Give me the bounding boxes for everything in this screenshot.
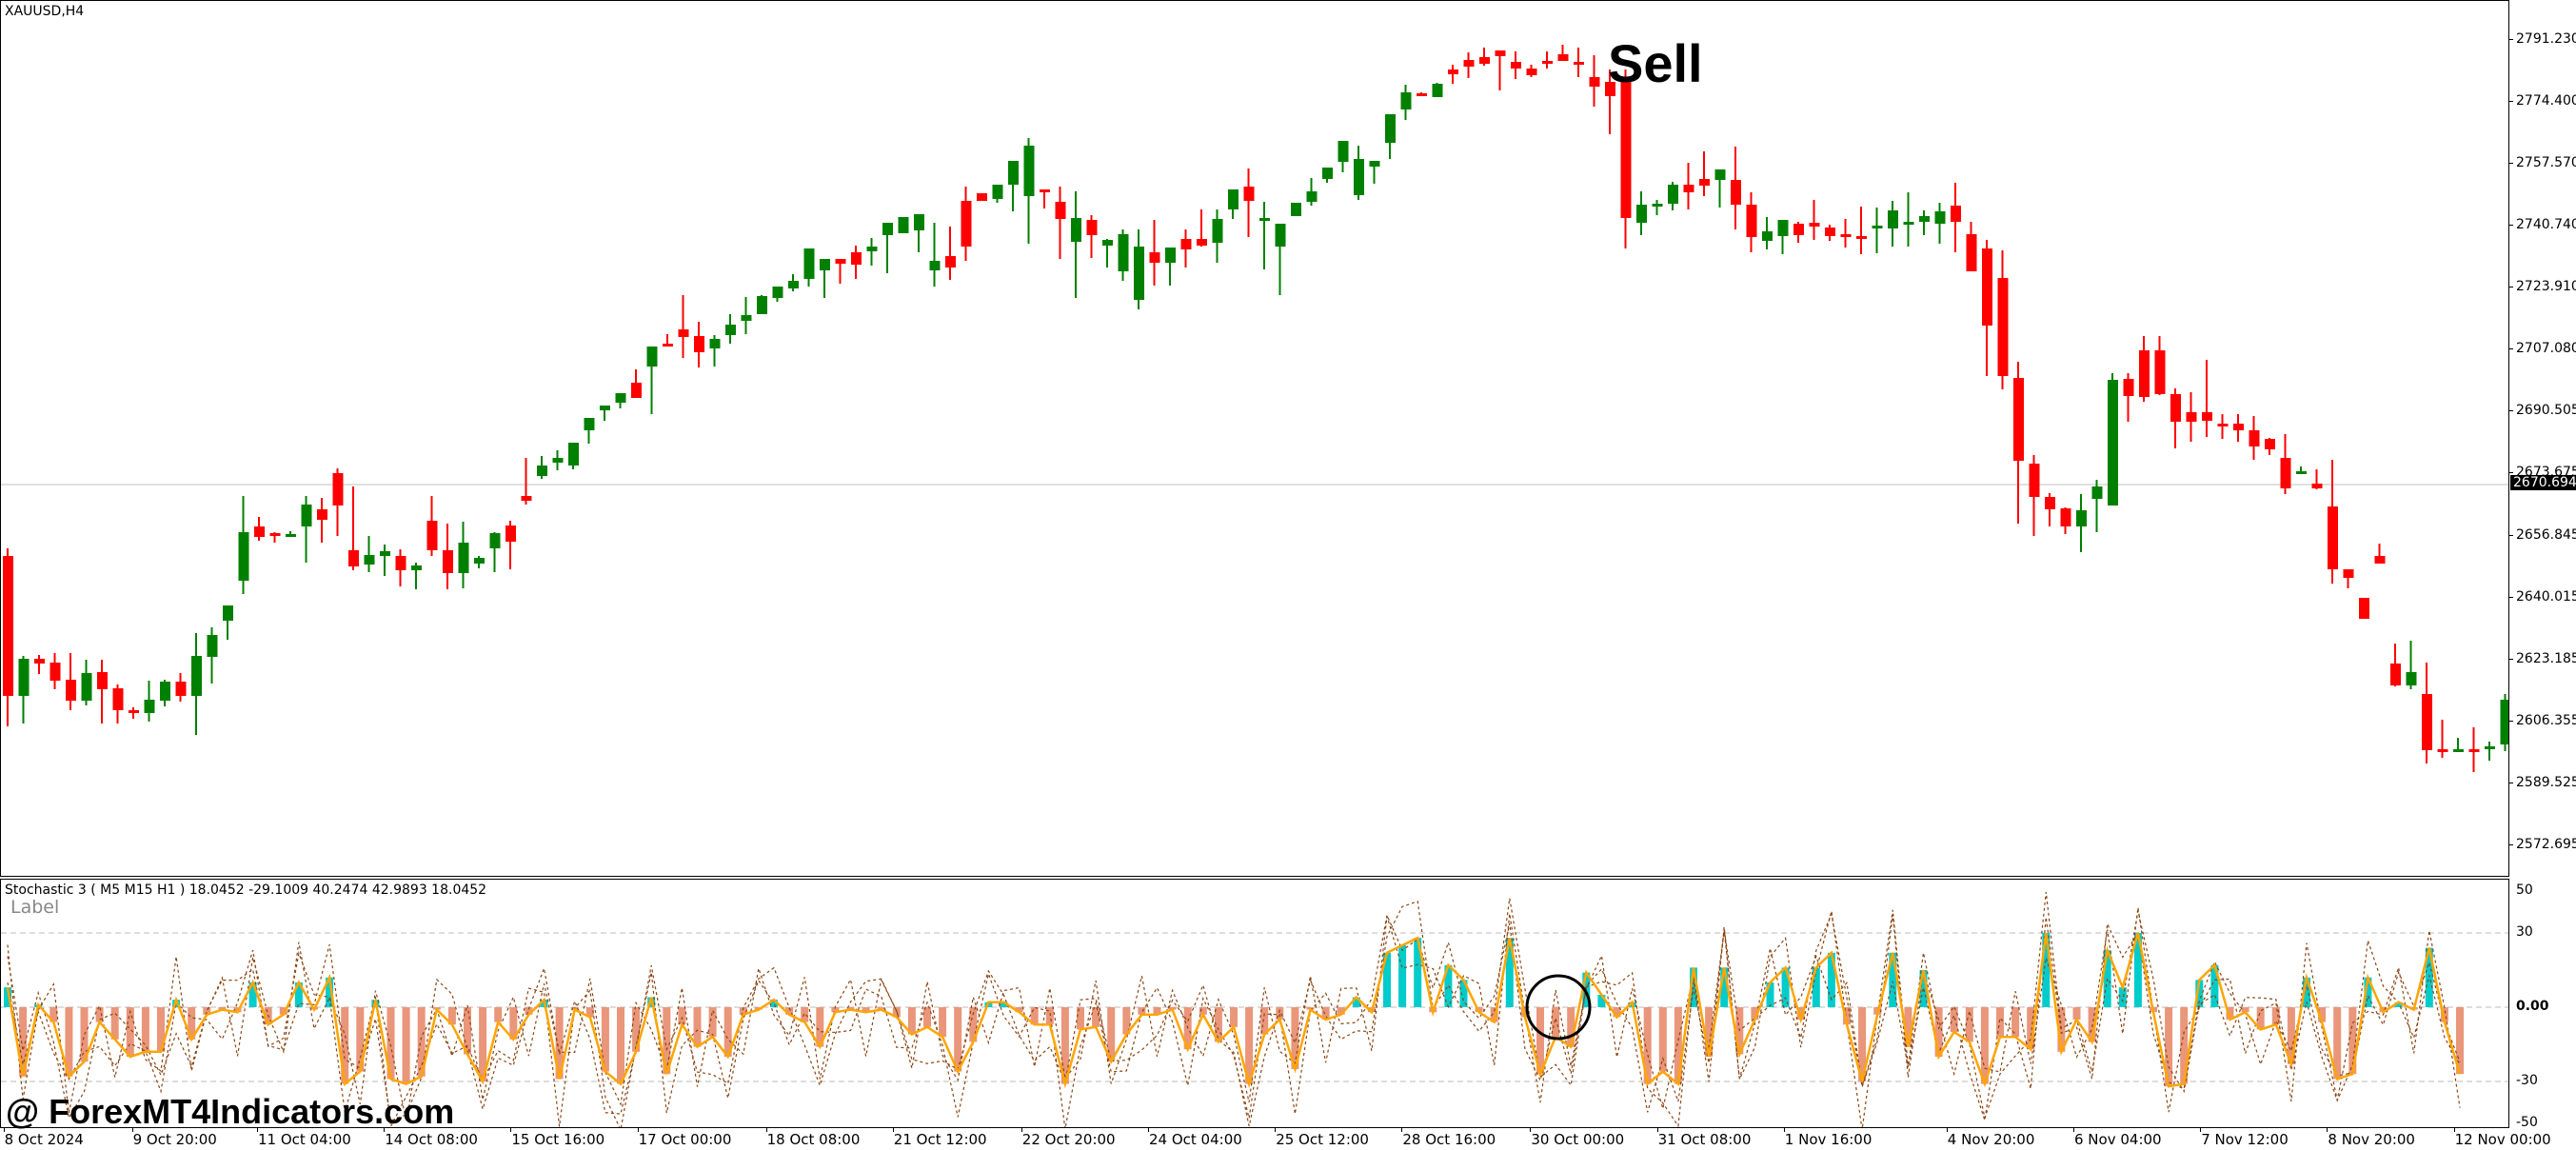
stochastic-indicator-panel[interactable]: Stochastic 3 ( M5 M15 H1 ) 18.0452 -29.1…	[0, 879, 2509, 1128]
time-label: 6 Nov 04:00	[2074, 1131, 2162, 1148]
price-tick	[2509, 659, 2513, 660]
time-label: 25 Oct 12:00	[1276, 1131, 1369, 1148]
price-label: 2690.505	[2516, 403, 2576, 418]
time-label: 15 Oct 16:00	[511, 1131, 605, 1148]
price-label: 2757.570	[2516, 155, 2576, 170]
time-label: 21 Oct 12:00	[893, 1131, 987, 1148]
indicator-axis-label: -30	[2516, 1073, 2538, 1088]
price-tick	[2509, 287, 2513, 288]
candlestick-series	[1, 45, 2508, 772]
time-label: 17 Oct 00:00	[638, 1131, 732, 1148]
time-tick	[2200, 1128, 2202, 1132]
time-label: 4 Nov 20:00	[1947, 1131, 2035, 1148]
price-tick	[2509, 844, 2513, 845]
indicator-title: Stochastic 3 ( M5 M15 H1 ) 18.0452 -29.1…	[5, 882, 487, 898]
time-tick	[257, 1128, 258, 1132]
price-label: 2774.400	[2516, 93, 2576, 109]
price-label: 2640.015	[2516, 589, 2576, 605]
time-label: 11 Oct 04:00	[258, 1131, 351, 1148]
price-tick	[2509, 410, 2513, 411]
time-tick	[1530, 1128, 1532, 1132]
price-label: 2656.845	[2516, 527, 2576, 543]
time-tick	[1656, 1128, 1658, 1132]
time-tick	[1148, 1128, 1149, 1132]
price-tick	[2509, 163, 2513, 164]
time-tick	[131, 1128, 133, 1132]
time-axis[interactable]: 8 Oct 2024 9 Oct 20:00 11 Oct 04:00 14 Oct …	[0, 1128, 2576, 1150]
price-label: 2723.910	[2516, 279, 2576, 294]
price-tick	[2509, 348, 2513, 349]
time-tick	[1275, 1128, 1277, 1132]
price-tick	[2509, 39, 2513, 40]
time-tick	[1401, 1128, 1403, 1132]
price-tick	[2509, 597, 2513, 598]
time-label: 9 Oct 20:00	[132, 1131, 217, 1148]
highlight-circle	[1525, 974, 1592, 1041]
time-label: 8 Oct 2024	[4, 1131, 84, 1148]
current-price-tag: 2670.694	[2510, 475, 2576, 490]
price-label: 2572.695	[2516, 837, 2576, 852]
symbol-timeframe-label: XAUUSD,H4	[5, 4, 85, 19]
time-tick	[2453, 1128, 2455, 1132]
price-chart[interactable]: XAUUSD,H4 Sell	[0, 0, 2509, 877]
time-tick	[2073, 1128, 2074, 1132]
price-axis[interactable]: 2791.230 2774.400 2757.570 2740.740 2723.910…	[2509, 0, 2576, 877]
time-tick	[765, 1128, 767, 1132]
time-tick	[637, 1128, 639, 1132]
time-label: 1 Nov 16:00	[1784, 1131, 1873, 1148]
price-label: 2589.525	[2516, 775, 2576, 790]
time-label: 14 Oct 08:00	[385, 1131, 478, 1148]
indicator-axis: 50 30 0.00 -30 -50	[2509, 879, 2576, 1130]
time-label: 31 Oct 08:00	[1657, 1131, 1752, 1148]
stochastic-histogram	[1, 891, 2508, 1127]
price-label: 2791.230	[2516, 31, 2576, 47]
price-label: 2740.740	[2516, 217, 2576, 232]
time-tick	[1783, 1128, 1785, 1132]
time-tick	[3, 1128, 5, 1132]
time-label: 8 Nov 20:00	[2328, 1131, 2415, 1148]
time-label: 22 Oct 20:00	[1021, 1131, 1116, 1148]
time-tick	[1020, 1128, 1022, 1132]
time-tick	[892, 1128, 894, 1132]
time-tick	[1946, 1128, 1948, 1132]
indicator-axis-label: 0.00	[2516, 999, 2549, 1014]
price-label: 2707.080	[2516, 341, 2576, 356]
time-label: 30 Oct 00:00	[1531, 1131, 1625, 1148]
sell-signal-label: Sell	[1608, 33, 1703, 93]
indicator-axis-label: -50	[2516, 1115, 2538, 1130]
time-label: 12 Nov 00:00	[2454, 1131, 2551, 1148]
indicator-axis-label: 30	[2516, 924, 2533, 940]
time-label: 28 Oct 16:00	[1402, 1131, 1496, 1148]
price-tick	[2509, 101, 2513, 102]
time-tick	[2327, 1128, 2328, 1132]
price-tick	[2509, 472, 2513, 473]
price-label: 2606.355	[2516, 713, 2576, 728]
indicator-label: Label	[10, 897, 60, 918]
price-tick	[2509, 721, 2513, 722]
time-label: 7 Nov 12:00	[2201, 1131, 2289, 1148]
indicator-axis-label: 50	[2516, 882, 2533, 898]
watermark: @ ForexMT4Indicators.com	[6, 1092, 455, 1131]
time-tick	[510, 1128, 512, 1132]
price-tick	[2509, 535, 2513, 536]
price-label: 2623.185	[2516, 651, 2576, 666]
time-tick	[384, 1128, 386, 1132]
time-label: 24 Oct 04:00	[1149, 1131, 1242, 1148]
time-label: 18 Oct 08:00	[766, 1131, 861, 1148]
price-tick	[2509, 225, 2513, 226]
